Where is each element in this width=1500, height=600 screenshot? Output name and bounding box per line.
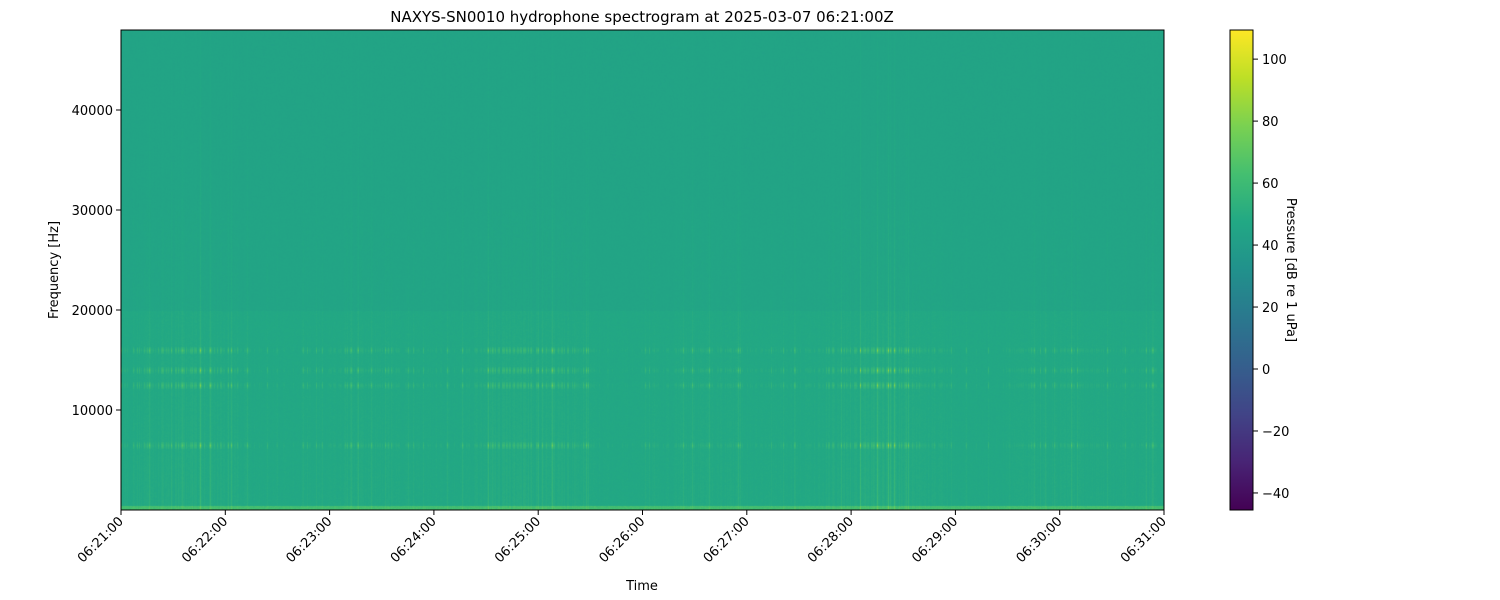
x-tick-label: 06:22:00 [179,514,231,566]
x-axis-label: Time [625,579,658,594]
x-tick-label: 06:23:00 [284,514,336,566]
spectrogram-heatmap [121,30,1164,510]
x-tick-label: 06:31:00 [1118,514,1170,566]
x-tick-label: 06:21:00 [75,514,127,566]
colorbar-tick-label: −20 [1262,425,1289,440]
y-tick-label: 40000 [72,104,113,119]
y-tick-label: 20000 [72,304,113,319]
colorbar-tick-label: 0 [1262,363,1270,378]
y-axis: 10000 20000 30000 40000 [72,104,121,419]
y-tick-label: 30000 [72,204,113,219]
colorbar-tick-label: −40 [1262,487,1289,502]
x-tick-label: 06:27:00 [701,514,753,566]
plot-frame [120,29,1165,511]
colorbar-tick-label: 80 [1262,115,1279,130]
x-tick-label: 06:26:00 [596,514,648,566]
colorbar-tick-label: 100 [1262,53,1287,68]
x-tick-label: 06:30:00 [1014,514,1066,566]
x-tick-label: 06:24:00 [388,514,440,566]
x-tick-label: 06:25:00 [492,514,544,566]
y-axis-label: Frequency [Hz] [47,221,62,319]
chart-title: NAXYS-SN0010 hydrophone spectrogram at 2… [390,8,894,26]
colorbar-tick-label: 60 [1262,177,1279,192]
colorbar [1229,29,1254,511]
x-tick-label: 06:29:00 [909,514,961,566]
colorbar-tick-label: 40 [1262,239,1279,254]
colorbar-label: Pressure [dB re 1 uPa] [1283,198,1298,342]
colorbar-tick-label: 20 [1262,301,1279,316]
x-axis: 06:21:00 06:22:00 06:23:00 06:24:00 06:25:00… [75,510,1170,566]
x-tick-label: 06:28:00 [805,514,857,566]
y-tick-label: 10000 [72,404,113,419]
colorbar-axis: 100 80 60 40 20 0 −20 −40 [1253,53,1289,502]
